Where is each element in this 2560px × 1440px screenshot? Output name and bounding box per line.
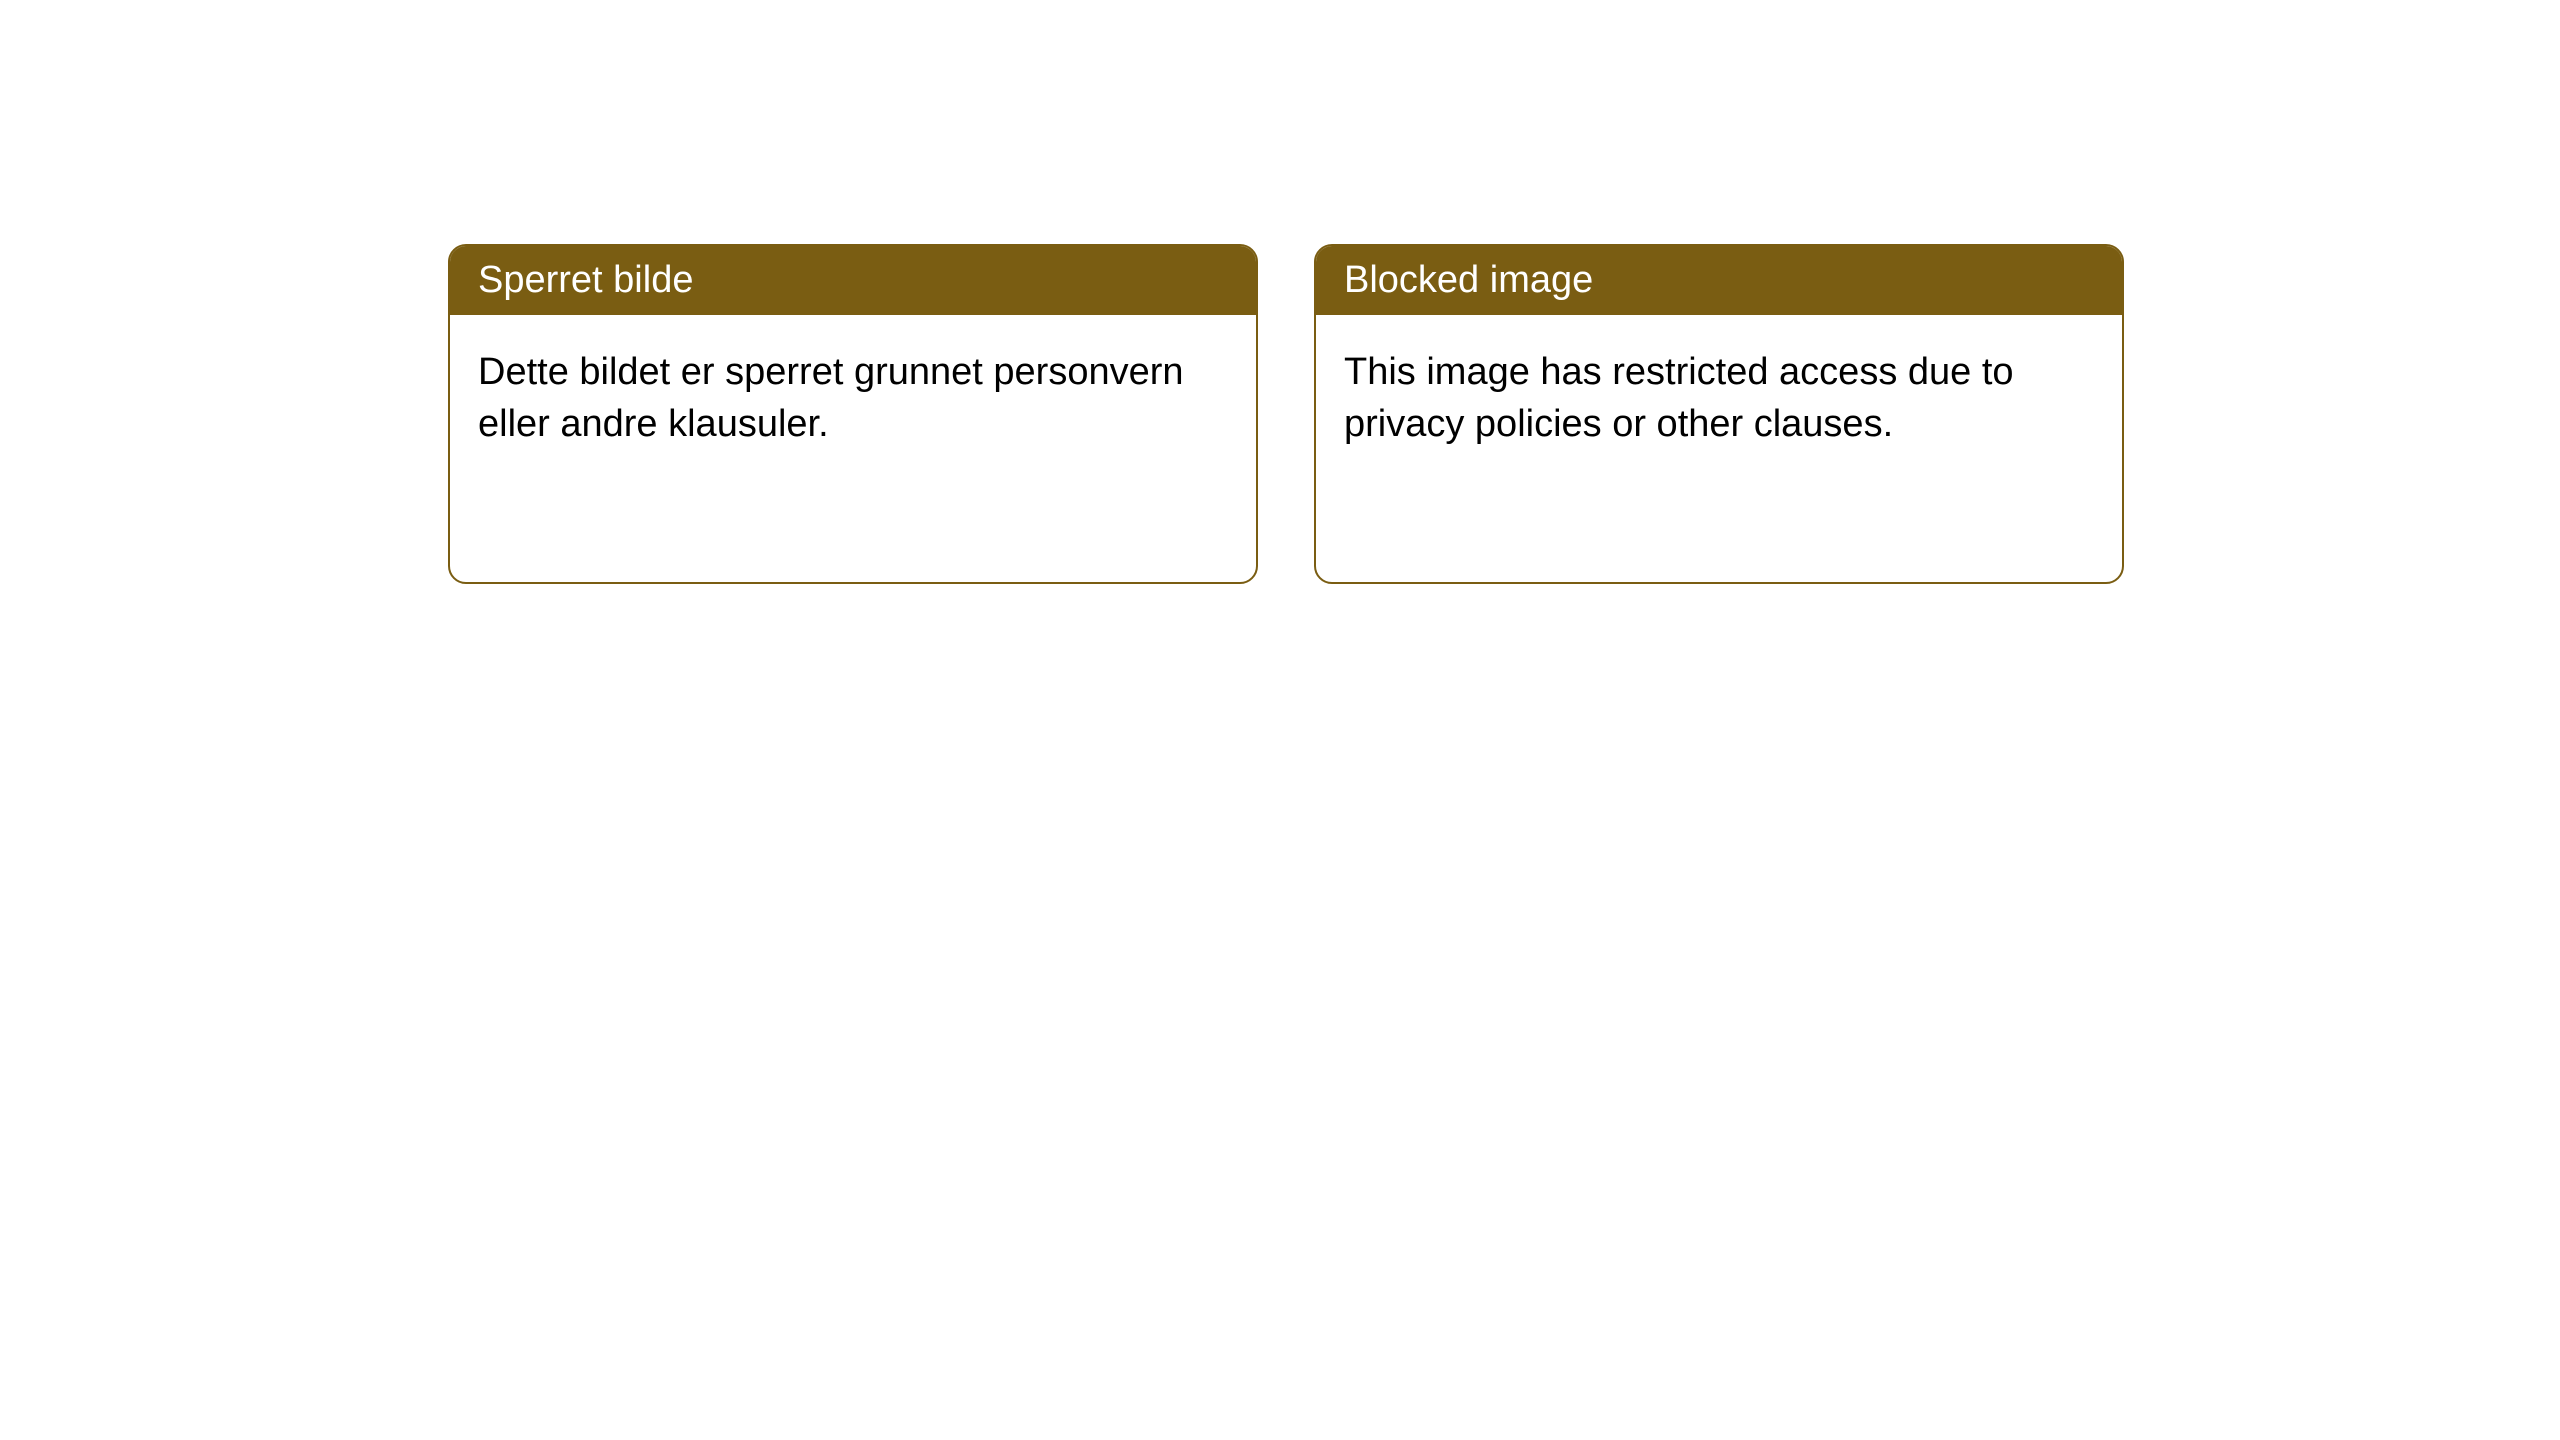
notice-body: This image has restricted access due to … [1316, 315, 2122, 482]
notice-text: This image has restricted access due to … [1344, 351, 2014, 444]
notice-card-norwegian: Sperret bilde Dette bildet er sperret gr… [448, 244, 1258, 584]
notice-header: Blocked image [1316, 246, 2122, 315]
notice-title: Sperret bilde [478, 259, 693, 301]
notice-text: Dette bildet er sperret grunnet personve… [478, 351, 1184, 444]
notice-card-english: Blocked image This image has restricted … [1314, 244, 2124, 584]
notice-container: Sperret bilde Dette bildet er sperret gr… [448, 244, 2124, 584]
notice-title: Blocked image [1344, 259, 1593, 301]
notice-body: Dette bildet er sperret grunnet personve… [450, 315, 1256, 482]
notice-header: Sperret bilde [450, 246, 1256, 315]
